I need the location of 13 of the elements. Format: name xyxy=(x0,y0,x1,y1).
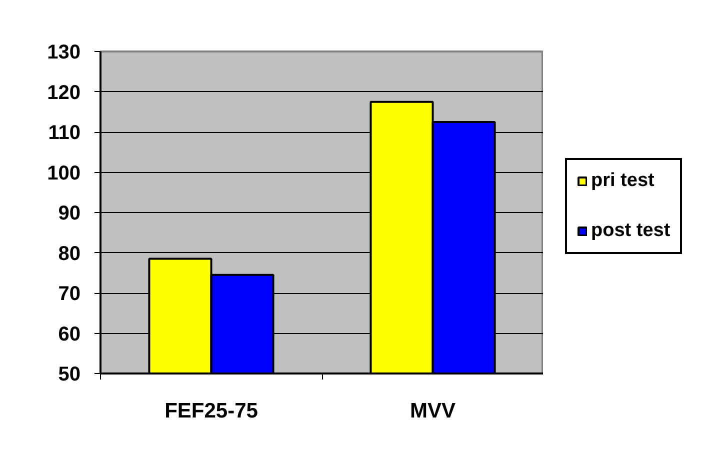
y-tick-label: 70 xyxy=(58,283,81,305)
x-tick-label: FEF25-75 xyxy=(164,400,258,422)
x-tick-label: MVV xyxy=(410,400,456,422)
y-tick-label: 120 xyxy=(47,82,81,104)
legend-label: pri test xyxy=(591,170,654,192)
y-tick-label: 130 xyxy=(47,42,81,64)
y-tick-label: 60 xyxy=(58,323,81,346)
y-tick-label: 90 xyxy=(58,202,81,224)
legend-label: post test xyxy=(591,220,670,242)
y-tick-label: 100 xyxy=(47,162,81,184)
y-tick-label: 110 xyxy=(48,122,80,144)
y-tick-label: 50 xyxy=(58,364,81,386)
y-tick-label: 80 xyxy=(58,242,81,265)
